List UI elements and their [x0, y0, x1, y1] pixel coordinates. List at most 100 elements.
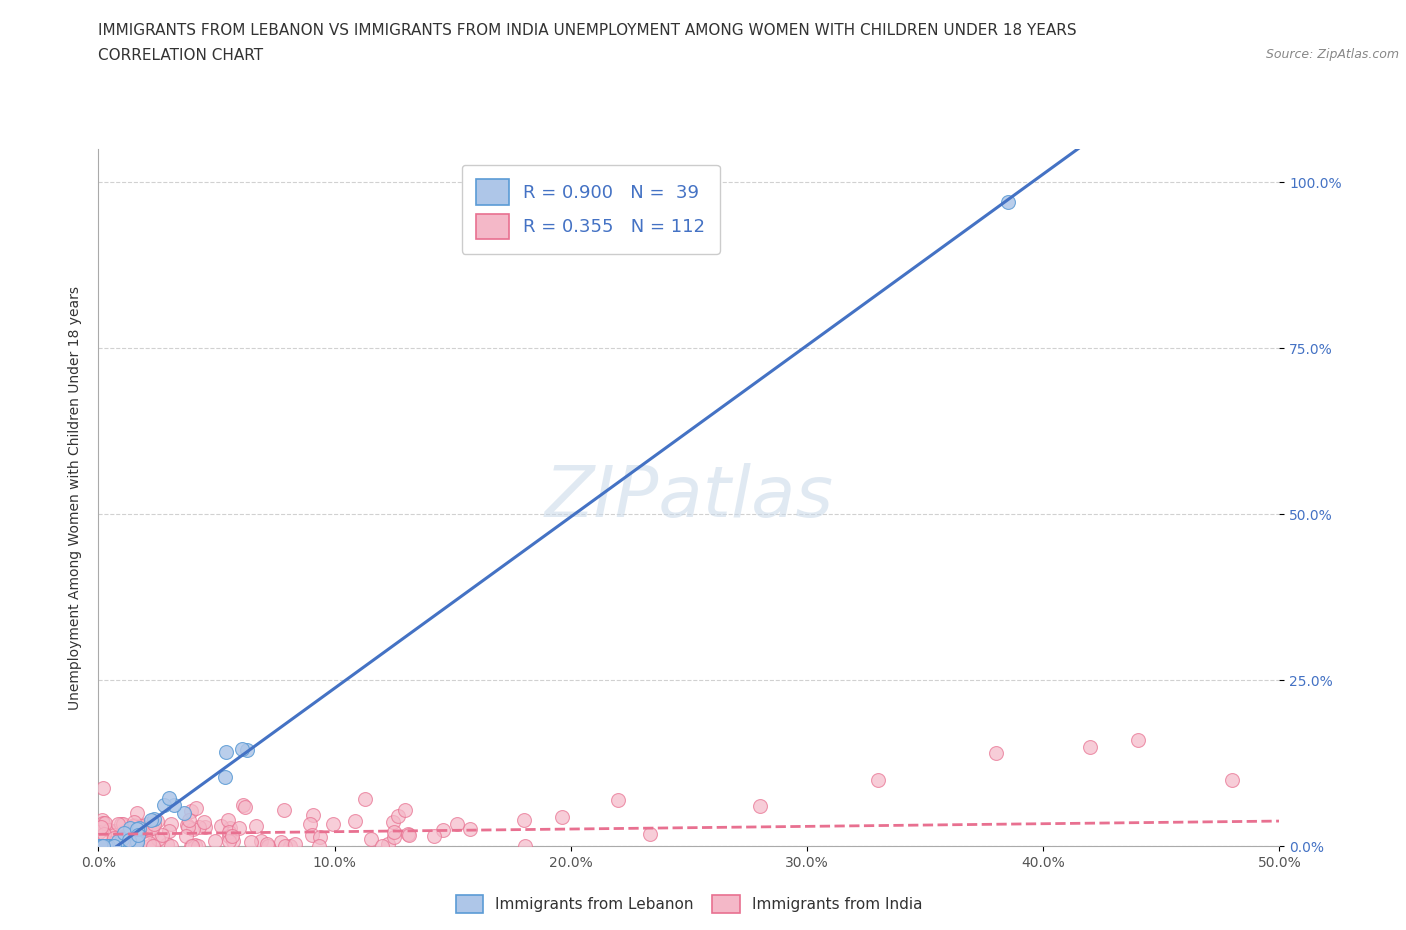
Point	[157, 790, 180, 805]
Point	[398, 827, 420, 842]
Text: ZIPatlas: ZIPatlas	[544, 463, 834, 532]
Point	[218, 825, 240, 840]
Point	[382, 830, 405, 844]
Point	[446, 817, 468, 831]
Point	[98, 839, 121, 854]
Point	[134, 820, 156, 835]
Point	[301, 827, 323, 842]
Point	[396, 827, 419, 842]
Point	[179, 812, 201, 827]
Point	[125, 822, 148, 837]
Point	[143, 817, 166, 832]
Point	[112, 817, 135, 831]
Point	[322, 817, 344, 831]
Point	[91, 816, 114, 830]
Point	[177, 819, 200, 834]
Point	[423, 829, 446, 844]
Point	[221, 829, 243, 844]
Point	[103, 839, 125, 854]
Point	[103, 837, 125, 852]
Point	[1220, 773, 1243, 788]
Point	[186, 801, 208, 816]
Point	[284, 837, 307, 852]
Point	[157, 824, 180, 839]
Point	[120, 822, 142, 837]
Point	[107, 839, 129, 854]
Point	[256, 836, 278, 851]
Point	[174, 829, 197, 844]
Point	[96, 839, 118, 854]
Point	[138, 839, 160, 854]
Point	[127, 834, 149, 849]
Point	[217, 813, 239, 828]
Point	[122, 818, 145, 833]
Point	[90, 839, 112, 854]
Point	[89, 824, 111, 839]
Point	[232, 798, 254, 813]
Point	[91, 781, 114, 796]
Point	[180, 839, 202, 854]
Point	[136, 817, 159, 831]
Point	[114, 837, 136, 852]
Point	[138, 835, 160, 850]
Point	[204, 833, 226, 848]
Point	[218, 829, 240, 844]
Point	[124, 826, 146, 841]
Point	[127, 805, 149, 820]
Point	[103, 839, 125, 854]
Point	[176, 818, 198, 833]
Point	[160, 817, 183, 831]
Point	[121, 837, 143, 852]
Point	[377, 836, 399, 851]
Point	[129, 818, 152, 833]
Point	[239, 834, 262, 849]
Point	[159, 839, 181, 854]
Point	[270, 834, 292, 849]
Point	[124, 835, 146, 850]
Point	[194, 820, 217, 835]
Point	[110, 817, 132, 831]
Point	[460, 822, 482, 837]
Point	[94, 816, 117, 830]
Point	[513, 839, 536, 854]
Y-axis label: Unemployment Among Women with Children Under 18 years: Unemployment Among Women with Children U…	[67, 286, 82, 710]
Point	[103, 828, 125, 843]
Point	[308, 830, 330, 844]
Point	[308, 839, 330, 854]
Point	[103, 830, 125, 845]
Point	[866, 773, 889, 788]
Point	[104, 837, 127, 852]
Point	[231, 742, 253, 757]
Point	[125, 838, 148, 853]
Point	[360, 831, 382, 846]
Point	[180, 839, 202, 854]
Point	[93, 826, 115, 841]
Point	[94, 839, 117, 854]
Point	[214, 770, 236, 785]
Point	[278, 839, 301, 854]
Point	[121, 828, 143, 843]
Point	[249, 833, 271, 848]
Point	[1080, 739, 1102, 754]
Point	[354, 791, 377, 806]
Point	[551, 809, 574, 824]
Point	[235, 800, 257, 815]
Point	[112, 825, 135, 840]
Point	[245, 818, 267, 833]
Point	[256, 839, 278, 854]
Point	[89, 839, 111, 854]
Point	[387, 808, 409, 823]
Point	[100, 835, 122, 850]
Point	[215, 745, 238, 760]
Point	[139, 813, 162, 828]
Point	[146, 831, 169, 846]
Point	[97, 823, 120, 838]
Point	[90, 839, 112, 854]
Point	[127, 832, 149, 847]
Point	[100, 839, 122, 854]
Point	[97, 839, 120, 854]
Point	[381, 815, 404, 830]
Point	[131, 820, 153, 835]
Text: Source: ZipAtlas.com: Source: ZipAtlas.com	[1265, 48, 1399, 61]
Point	[118, 832, 141, 847]
